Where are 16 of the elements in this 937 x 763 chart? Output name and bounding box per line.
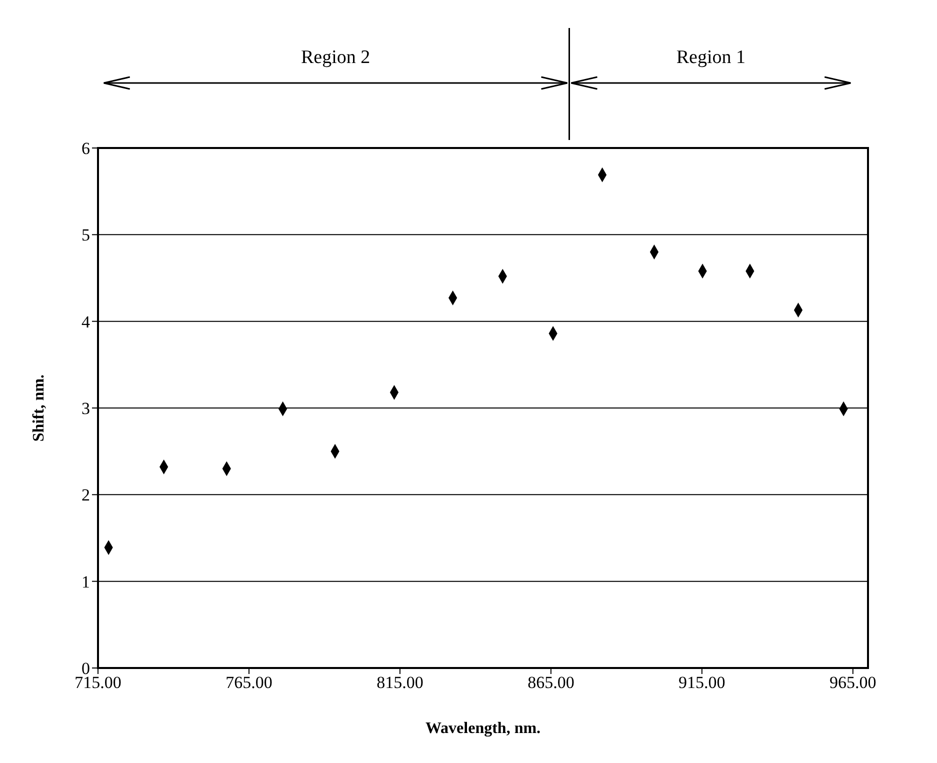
x-tick-label: 965.00: [830, 673, 876, 692]
y-tick-label: 3: [82, 399, 90, 418]
x-tick-label: 865.00: [528, 673, 574, 692]
x-tick-label: 765.00: [226, 673, 272, 692]
y-axis-title: Shift, nm.: [30, 374, 48, 442]
y-tick-label: 4: [82, 312, 90, 332]
x-tick-label: 715.00: [74, 673, 122, 692]
x-tick-label: 815.00: [376, 673, 424, 692]
text: Region 1: [676, 47, 746, 68]
x-axis-title: Wavelength, nm.: [425, 720, 541, 737]
y-tick-label: 6: [82, 139, 90, 158]
y-tick-label: 1: [82, 572, 90, 592]
x-tick-label: 915.00: [678, 673, 726, 692]
text: Region 2: [300, 47, 370, 68]
y-tick-label: 2: [82, 486, 90, 505]
y-tick-label: 5: [82, 226, 90, 245]
